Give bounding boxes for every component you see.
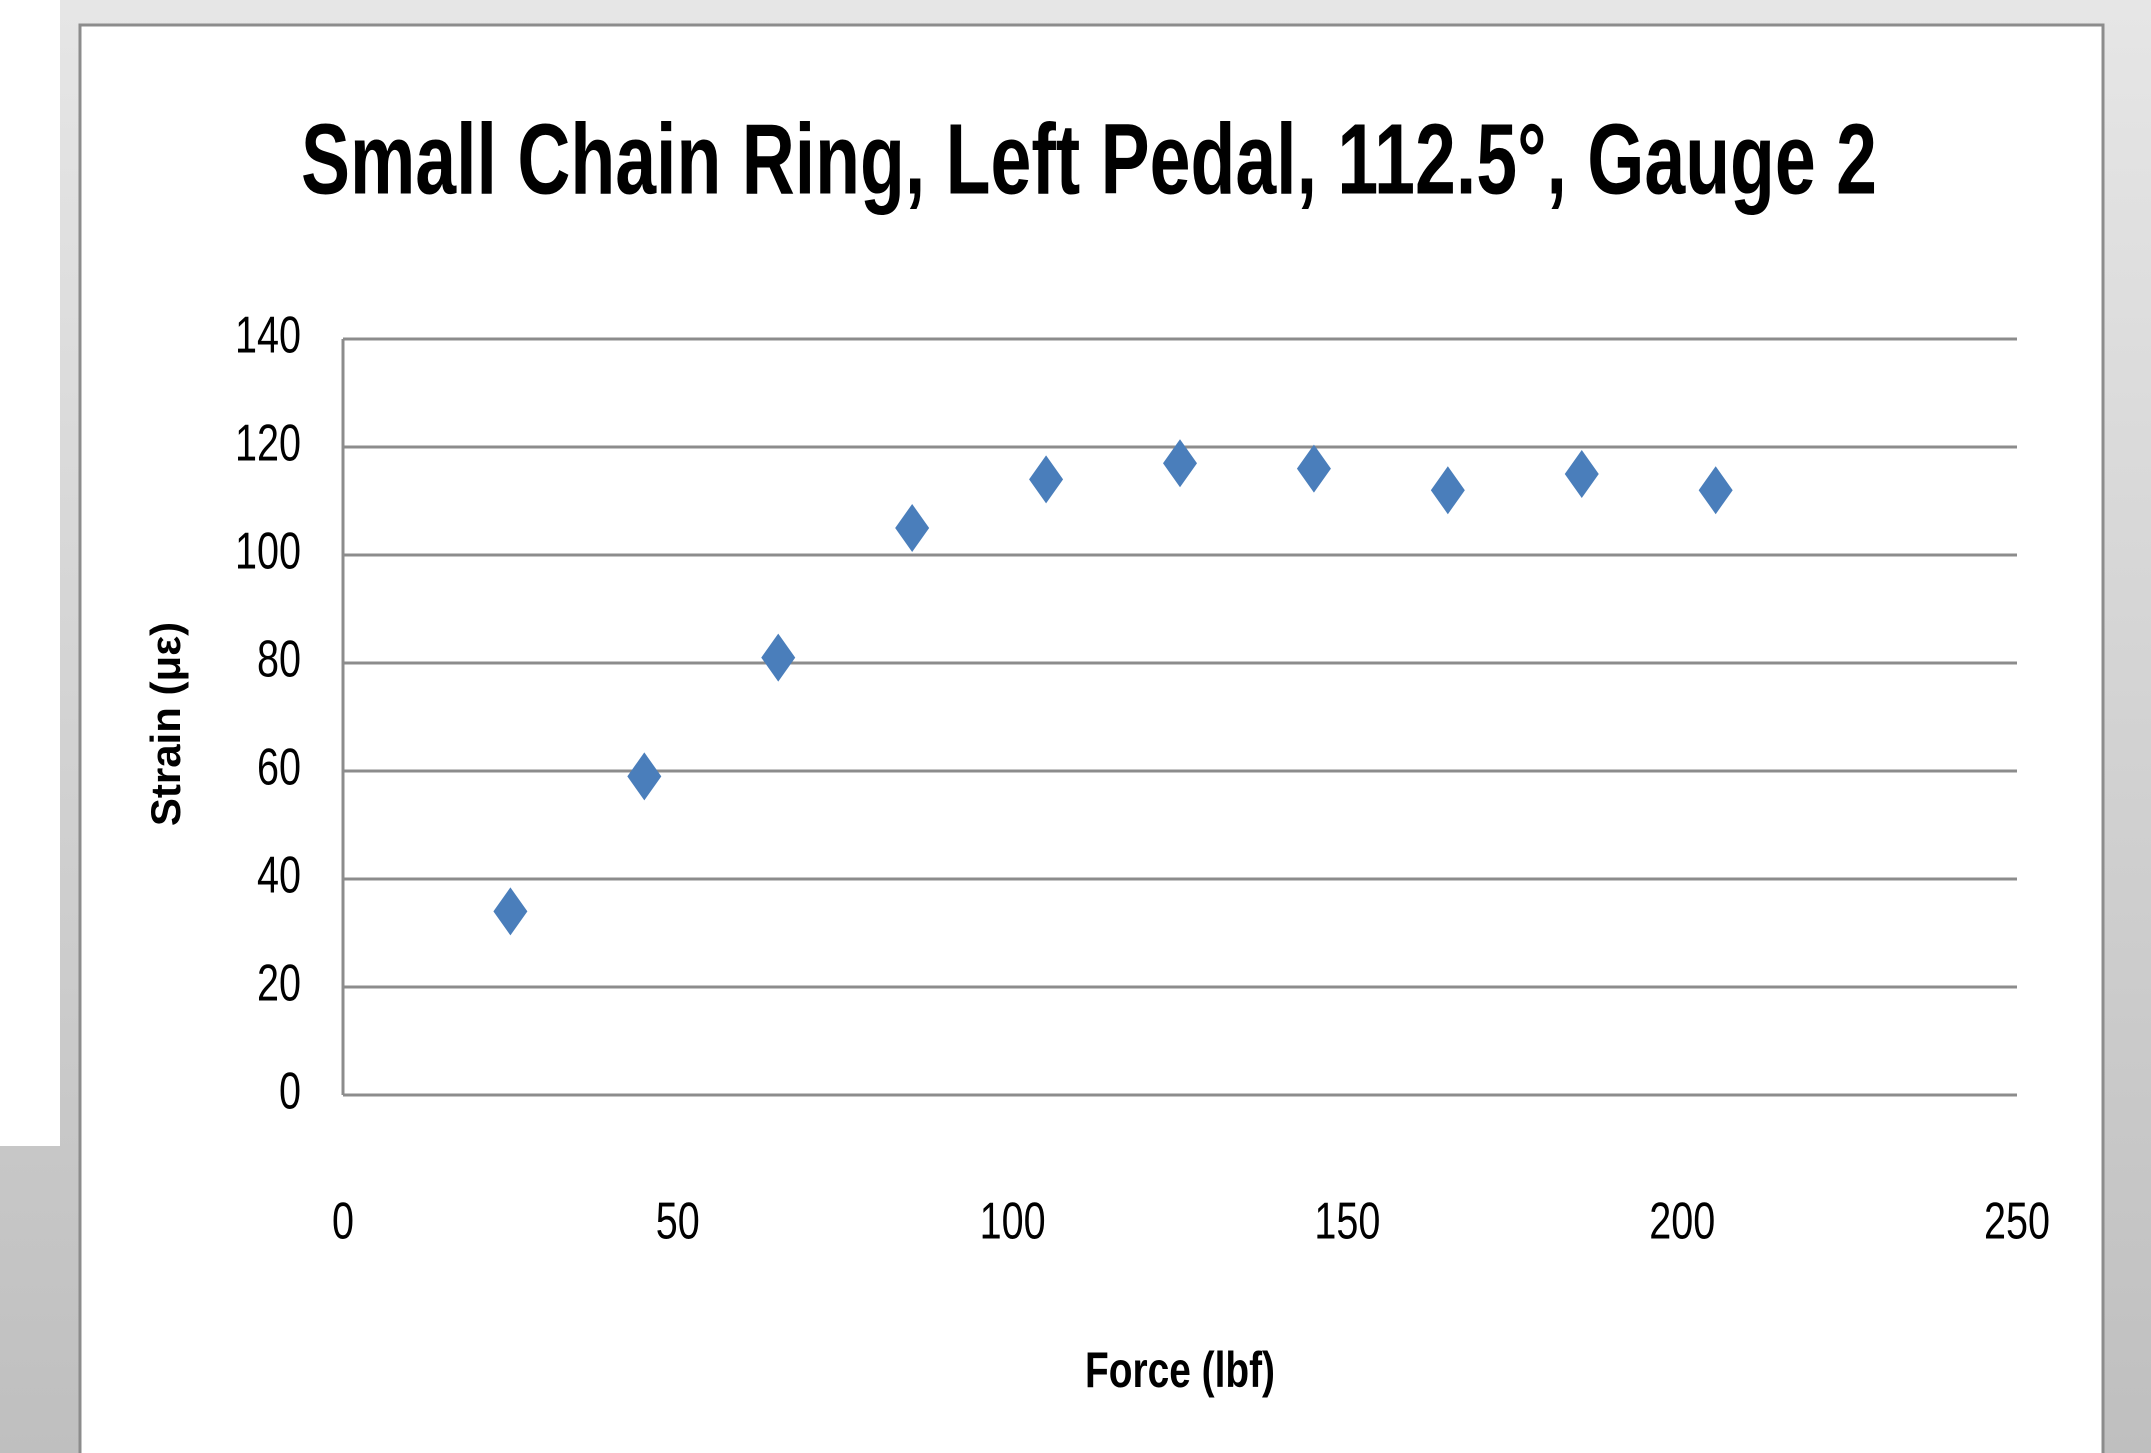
data-point — [1163, 439, 1197, 488]
data-point — [1296, 444, 1331, 493]
data-point — [627, 752, 662, 801]
y-tick-label: 0 — [279, 1063, 301, 1121]
chart-title: Small Chain Ring, Left Pedal, 112.5°, Ga… — [301, 103, 1877, 215]
y-tick-label: 20 — [257, 955, 301, 1013]
data-point — [1564, 450, 1599, 498]
data-point — [1430, 466, 1465, 515]
data-point — [1698, 466, 1733, 515]
y-tick-label: 80 — [257, 631, 301, 689]
x-axis-title: Force (lbf) — [1085, 1342, 1275, 1398]
x-tick-label: 150 — [1314, 1193, 1380, 1251]
side-panel — [0, 0, 60, 1146]
y-tick-label: 60 — [257, 739, 301, 797]
y-tick-label: 40 — [257, 847, 301, 905]
x-tick-label: 200 — [1649, 1193, 1715, 1251]
x-tick-label: 100 — [980, 1193, 1046, 1251]
y-tick-label: 140 — [235, 307, 301, 365]
x-tick-label: 50 — [656, 1193, 700, 1251]
data-point — [895, 504, 930, 552]
x-tick-label: 0 — [332, 1193, 354, 1251]
data-point — [761, 633, 796, 682]
y-axis-title: Strain (με) — [142, 622, 189, 826]
data-point — [493, 887, 528, 936]
x-tick-label: 250 — [1984, 1193, 2050, 1251]
y-tick-label: 120 — [235, 415, 301, 473]
chart-panel — [78, 23, 2105, 1453]
y-tick-label: 100 — [235, 523, 301, 581]
data-point — [1029, 455, 1064, 504]
